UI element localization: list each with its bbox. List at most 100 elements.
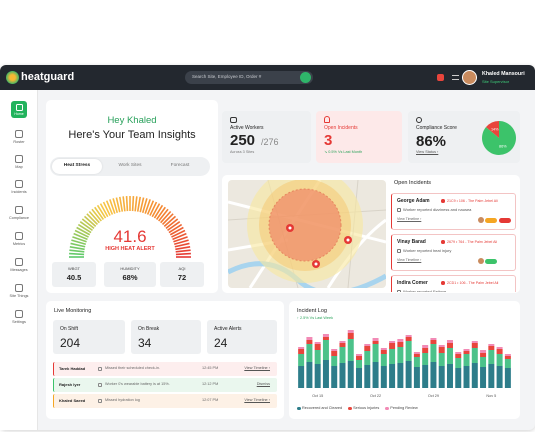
bar-segment: [455, 358, 462, 368]
alert-action[interactable]: View Timeline ›: [244, 366, 270, 370]
search-button[interactable]: [300, 72, 311, 83]
bar-segment: [496, 347, 503, 349]
warning-icon: [397, 248, 401, 253]
alert-row: Tarek Haddad Missed their scheduled check…: [53, 362, 277, 376]
alert-action[interactable]: Dismiss: [256, 382, 270, 386]
nav-icon[interactable]: [15, 180, 23, 188]
nav-icon[interactable]: [15, 258, 23, 266]
incident-link[interactable]: View Timeline ›: [397, 217, 422, 221]
warning-icon: [98, 382, 102, 387]
nav-icon: [15, 103, 23, 111]
search-box[interactable]: Search Site, Employee ID, Order #: [185, 71, 313, 84]
nav-icon[interactable]: [15, 310, 23, 318]
incident-name: Vinay Barad: [397, 239, 426, 245]
map-pin[interactable]: [312, 260, 320, 268]
gauge-tick: [102, 201, 111, 216]
bar-segment: [405, 337, 412, 341]
pin-icon: [441, 240, 445, 244]
gauge-tick: [136, 196, 142, 212]
map[interactable]: [228, 180, 386, 288]
kpi-label: Open Incidents: [324, 125, 358, 131]
nav-label[interactable]: Site Things: [9, 294, 29, 298]
map-pin[interactable]: [286, 224, 294, 232]
gauge-tick: [149, 201, 158, 216]
gauge-tick: [115, 197, 121, 213]
kpi-label: Active Workers: [230, 125, 264, 131]
bar-segment: [504, 368, 511, 388]
nav-label[interactable]: Messages: [10, 268, 28, 272]
nav-label[interactable]: Incidents: [11, 190, 27, 194]
bar-segment: [331, 366, 338, 388]
nav-icon[interactable]: [15, 206, 23, 214]
bar-segment: [430, 362, 437, 388]
incident-card[interactable]: Vinay Barad 2679 • 764 - The Palm Jebel A…: [391, 234, 516, 271]
gauge-tick: [109, 199, 116, 214]
bar-segment: [356, 354, 363, 356]
x-tick-label: Oct 22: [370, 394, 381, 398]
gauge-tick: [173, 239, 189, 246]
bar-segment: [364, 351, 371, 365]
gauge-tick: [77, 223, 92, 234]
kpi-card: Open Incidents 3 ↘ 0.5% Vs Last Month: [316, 111, 402, 163]
incident-card[interactable]: George Adam 21C9 • 106 - The Palm Jebel A…: [391, 193, 516, 230]
bar-segment: [471, 343, 478, 348]
bar-segment: [380, 366, 387, 388]
nav-label[interactable]: Map: [15, 165, 23, 169]
gauge-tick: [165, 218, 179, 229]
bar-segment: [463, 354, 470, 366]
bar-segment: [463, 349, 470, 351]
alert-action[interactable]: View Timeline ›: [244, 398, 270, 402]
nav-icon[interactable]: [15, 155, 23, 163]
tab[interactable]: Work Sites: [118, 163, 142, 168]
tab[interactable]: Forecast: [170, 163, 190, 168]
heat-stat-value: 40.5: [66, 273, 82, 282]
nav-icon[interactable]: [15, 130, 23, 138]
nav-label[interactable]: Roster: [13, 140, 25, 144]
nav-icon[interactable]: [15, 284, 23, 292]
alert-icon[interactable]: [437, 74, 444, 81]
incident-link[interactable]: View Timeline ›: [397, 258, 422, 262]
bar-segment: [397, 347, 404, 363]
nav-item-active[interactable]: Home: [11, 101, 27, 118]
gauge-tick: [168, 223, 183, 234]
avatar-tag: [478, 258, 484, 264]
nav-label[interactable]: Compliance: [8, 216, 30, 220]
tab-active: [52, 159, 102, 174]
incident-card[interactable]: Indira Comer 2CD1 • 106 - The Palm Jebel …: [391, 275, 516, 292]
warning-icon: [397, 207, 401, 212]
menu-icon[interactable]: [452, 75, 459, 80]
bar-segment: [430, 344, 437, 362]
incident-note: Worker reported dizziness and nausea: [403, 207, 472, 212]
map-pin[interactable]: [344, 236, 352, 244]
monitor-stat: Active Alerts 24: [207, 320, 277, 354]
compliance-pie: 14% 86%: [482, 121, 516, 155]
status-tag: [485, 258, 497, 264]
bar-segment: [463, 366, 470, 388]
avatar[interactable]: [462, 70, 477, 85]
kpi-link[interactable]: View Status ›: [416, 150, 439, 154]
bar-segment: [306, 344, 313, 362]
bar-segment: [405, 335, 412, 337]
incident-list: George Adam 21C9 • 106 - The Palm Jebel A…: [390, 190, 519, 292]
nav-label[interactable]: Settings: [12, 320, 26, 324]
bar-segment: [364, 344, 371, 346]
heat-stat: HUMIDITY 68%: [104, 262, 156, 287]
nav-icon[interactable]: [15, 232, 23, 240]
incident-name: Indira Comer: [397, 280, 428, 286]
sidebar: [0, 90, 38, 430]
gauge-tick: [96, 204, 107, 219]
alert-time: 12:12 PM: [202, 382, 219, 386]
bar-segment: [446, 364, 453, 388]
gauge-tick: [144, 199, 151, 214]
bar-segment: [347, 361, 354, 388]
bar-segment: [397, 339, 404, 342]
monitor-stat-value: 204: [60, 336, 81, 350]
tab[interactable]: Heat Stress: [63, 163, 91, 168]
gauge-tick: [125, 196, 129, 212]
gauge-tick: [73, 232, 88, 241]
gauge-tick: [163, 215, 177, 227]
gauge-tick: [71, 239, 87, 246]
gauge-tick: [69, 252, 85, 256]
nav-label[interactable]: Metrics: [12, 242, 26, 246]
alert-message: Missed hydration log: [105, 398, 140, 402]
